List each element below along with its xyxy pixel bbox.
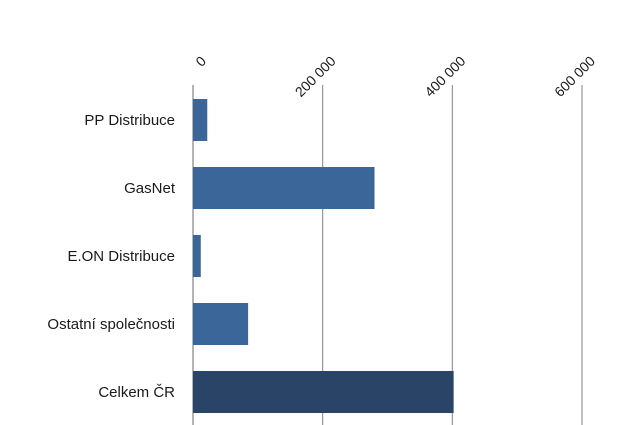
tick-label: 400 000 bbox=[421, 53, 468, 100]
tick-label: 600 000 bbox=[551, 53, 598, 100]
category-label: Celkem ČR bbox=[98, 384, 175, 401]
bar bbox=[193, 235, 201, 277]
bar bbox=[193, 167, 375, 209]
bar bbox=[193, 99, 208, 141]
bar bbox=[193, 371, 454, 413]
bars bbox=[193, 99, 454, 413]
tick-label: 0 bbox=[192, 53, 209, 70]
category-label: GasNet bbox=[124, 180, 176, 197]
value-axis-tick-labels: 0 200 000 400 000 600 000 bbox=[192, 53, 598, 100]
category-label: E.ON Distribuce bbox=[67, 248, 175, 265]
tick-label: 200 000 bbox=[292, 53, 339, 100]
category-labels: PP Distribuce GasNet E.ON Distribuce Ostatn… bbox=[47, 112, 175, 401]
category-label: PP Distribuce bbox=[84, 112, 175, 129]
category-label: Ostatní společnosti bbox=[47, 316, 175, 333]
bar bbox=[193, 303, 249, 345]
